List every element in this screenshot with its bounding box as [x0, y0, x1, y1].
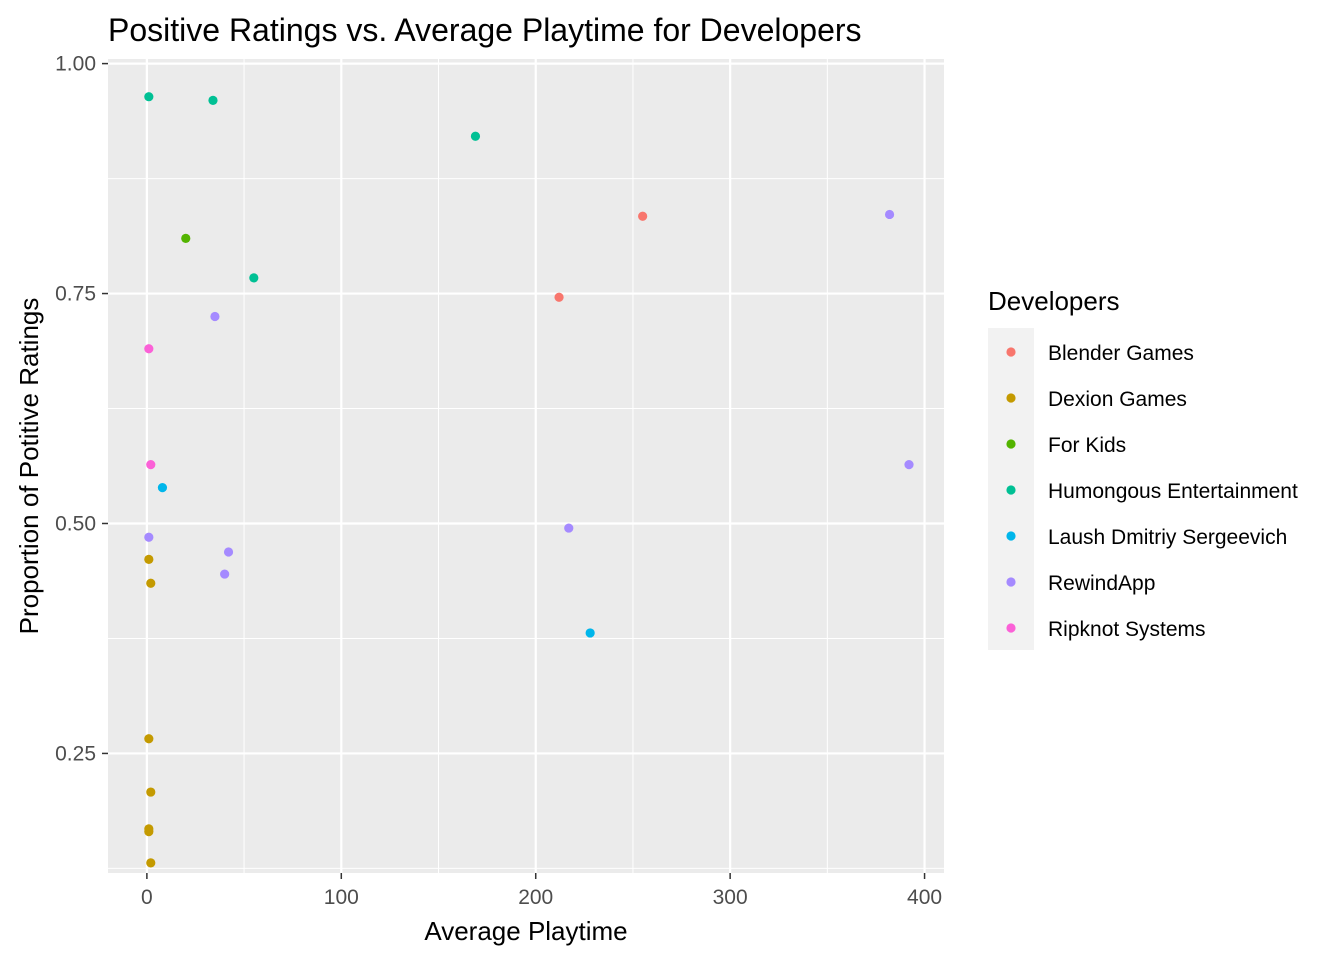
x-tick-label: 200 [518, 886, 553, 909]
data-point [884, 209, 895, 220]
data-point [585, 628, 595, 638]
legend-key [1006, 531, 1016, 541]
data-point [223, 547, 234, 557]
data-point [144, 554, 154, 564]
data-point [181, 233, 191, 243]
legend-label: Laush Dmitriy Sergeevich [1048, 526, 1287, 549]
x-tick-label: 0 [141, 886, 153, 909]
y-tick-label: 1.00 [55, 53, 96, 76]
data-point [157, 483, 168, 493]
data-point [904, 460, 914, 470]
legend-key [1006, 347, 1016, 357]
legend-key [1006, 485, 1016, 495]
data-point [144, 532, 154, 542]
data-point [146, 787, 156, 797]
legend-label: Dexion Games [1048, 388, 1187, 411]
legend-label: For Kids [1048, 434, 1126, 457]
data-point [249, 273, 259, 283]
data-point [146, 460, 156, 470]
data-point [638, 211, 648, 221]
legend-label: Humongous Entertainment [1048, 480, 1298, 503]
data-point [146, 858, 156, 868]
plot-panel [108, 59, 944, 873]
legend-key [1006, 623, 1016, 633]
legend-key [1006, 439, 1016, 449]
data-point [144, 92, 154, 102]
x-tick-label: 400 [907, 886, 942, 909]
legend-label: RewindApp [1048, 572, 1155, 595]
y-axis-title: Proportion of Potitive Ratings [14, 298, 44, 635]
x-tick-label: 300 [713, 886, 748, 909]
legend-label: Blender Games [1048, 342, 1194, 365]
legend-label: Ripknot Systems [1048, 618, 1206, 641]
legend-key [1006, 393, 1016, 403]
axis-ticks: 0 100 200 300 400 0.25 0.50 0.75 1.00 [55, 53, 942, 909]
y-tick-label: 0.75 [55, 283, 96, 306]
data-point [210, 311, 220, 322]
data-point [146, 578, 156, 588]
legend-title: Developers [988, 286, 1120, 316]
y-tick-label: 0.25 [55, 742, 96, 765]
data-point [564, 523, 574, 533]
legend-key [1006, 577, 1016, 587]
data-point [554, 292, 564, 302]
chart-title: Positive Ratings vs. Average Playtime fo… [108, 12, 862, 48]
grid-lines [108, 59, 944, 873]
data-point [144, 827, 154, 837]
data-point [470, 131, 481, 141]
data-point [208, 95, 218, 105]
data-points [144, 92, 914, 868]
y-tick-label: 0.50 [55, 512, 96, 535]
data-point [144, 344, 154, 354]
data-point [220, 569, 230, 579]
x-tick-label: 100 [324, 886, 359, 909]
legend: Developers Blender Games Dexion Games For … [988, 286, 1298, 650]
data-point [144, 734, 154, 744]
x-axis-title: Average Playtime [424, 916, 627, 946]
